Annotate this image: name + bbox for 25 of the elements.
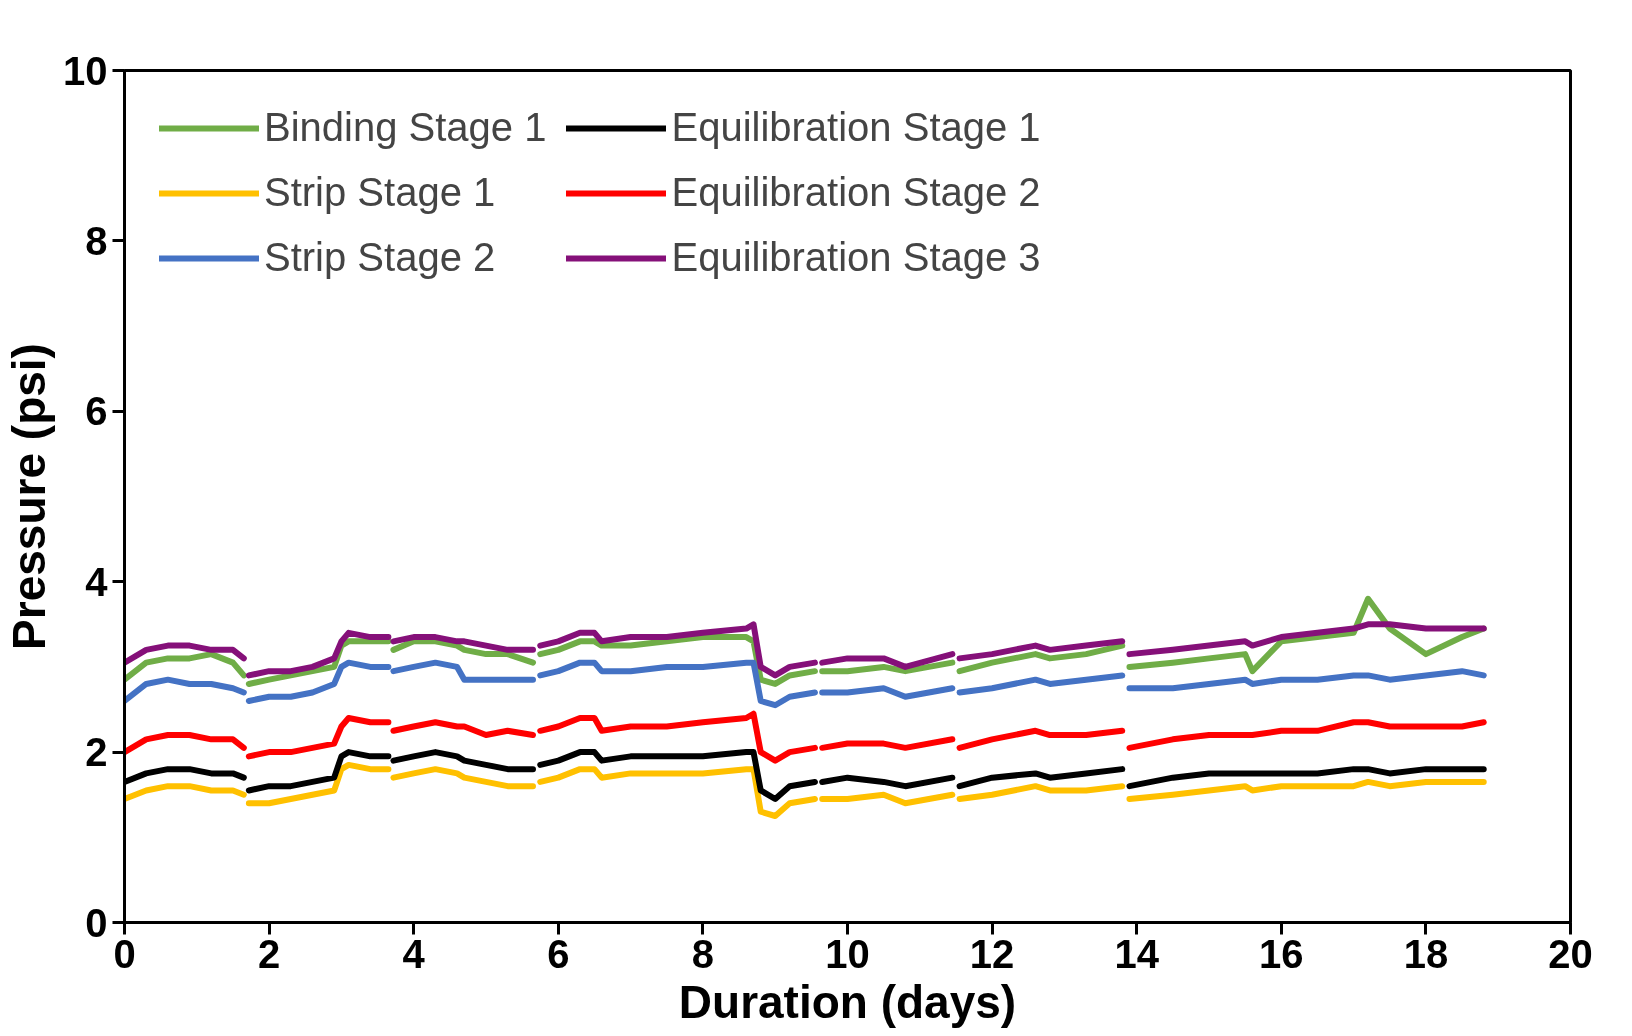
x-tick-label: 18 <box>1403 931 1449 976</box>
x-tick-label: 12 <box>969 931 1015 976</box>
legend-label: Equilibration Stage 3 <box>671 235 1041 280</box>
x-tick-label: 14 <box>1114 931 1160 976</box>
y-axis-title: Pressure (psi) <box>3 343 56 650</box>
legend-label: Equilibration Stage 2 <box>671 170 1041 215</box>
x-axis-title: Duration (days) <box>678 975 1017 1028</box>
y-tick-label: 2 <box>85 730 108 775</box>
y-tick-label: 0 <box>85 900 108 945</box>
y-tick-label: 4 <box>85 559 109 604</box>
y-tick-label: 10 <box>63 48 108 93</box>
x-tick-label: 16 <box>1259 931 1304 976</box>
legend-label: Binding Stage 1 <box>264 105 547 150</box>
y-tick-label: 8 <box>85 218 108 263</box>
legend-label: Equilibration Stage 1 <box>671 105 1041 150</box>
x-tick-label: 4 <box>402 931 426 976</box>
x-tick-label: 6 <box>547 931 570 976</box>
legend-label: Strip Stage 1 <box>264 170 496 215</box>
x-tick-label: 10 <box>825 931 870 976</box>
y-tick-label: 6 <box>85 389 108 434</box>
x-tick-label: 0 <box>113 931 136 976</box>
x-tick-label: 20 <box>1548 931 1593 976</box>
x-tick-label: 8 <box>691 931 715 976</box>
legend-label: Strip Stage 2 <box>264 235 496 280</box>
x-tick-label: 2 <box>257 931 281 976</box>
